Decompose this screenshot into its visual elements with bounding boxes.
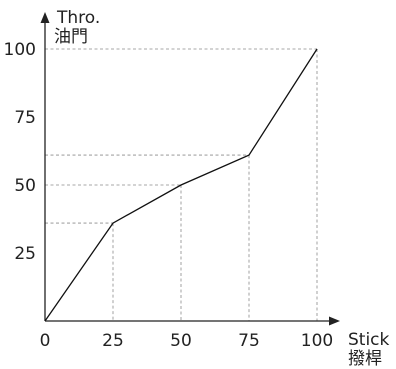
y-axis-title: Thro. xyxy=(56,8,100,28)
y-tick-label: 75 xyxy=(14,108,36,128)
guide-lines xyxy=(45,48,318,321)
y-tick-label: 50 xyxy=(14,176,36,196)
x-tick-label: 25 xyxy=(102,331,124,351)
x-tick-label: 100 xyxy=(301,331,333,351)
throttle-curve-line xyxy=(44,48,318,322)
x-tick-label: 0 xyxy=(40,331,51,351)
x-axis-title-alt: 撥桿 xyxy=(348,349,382,369)
y-tick-label: 100 xyxy=(4,40,36,60)
x-tick-label: 50 xyxy=(170,331,192,351)
x-axis-title: Stick xyxy=(348,330,390,350)
x-tick-label: 75 xyxy=(238,331,260,351)
y-axis-title-alt: 油門 xyxy=(54,27,88,47)
series-layer xyxy=(44,48,318,322)
x-axis-arrow-icon xyxy=(329,316,340,326)
y-tick-labels: 25 50 75 100 xyxy=(4,40,36,264)
x-tick-labels: 0 25 50 75 100 xyxy=(40,331,334,351)
axes xyxy=(40,12,340,326)
y-axis-arrow-icon xyxy=(40,12,50,23)
y-tick-label: 25 xyxy=(14,244,36,264)
